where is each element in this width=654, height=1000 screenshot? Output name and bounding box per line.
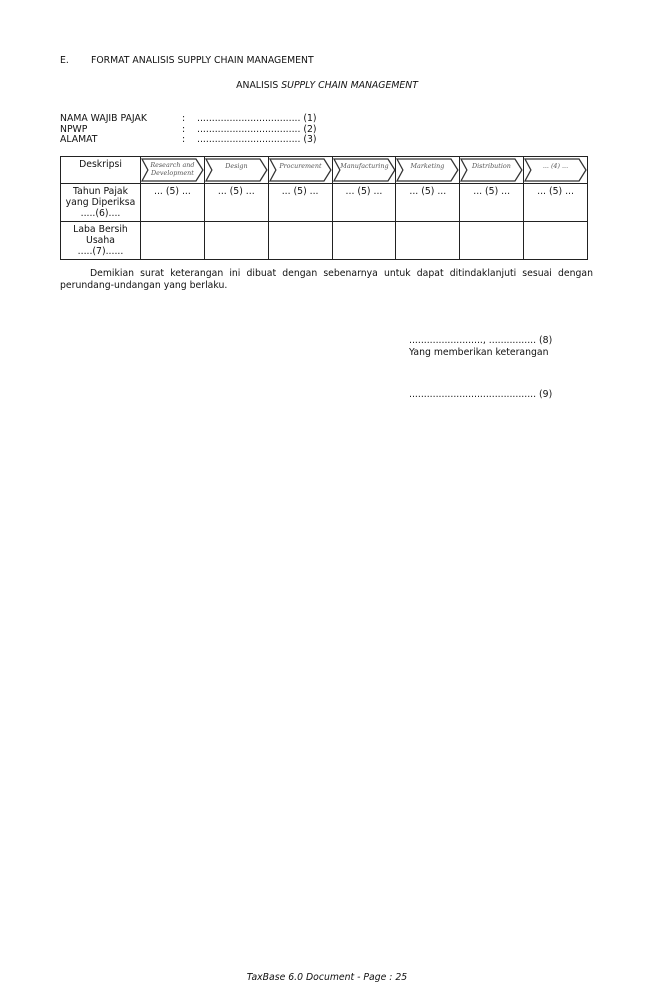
stage-cell: Manufacturing <box>331 156 397 184</box>
field-value: ................................... (2) <box>197 123 317 135</box>
table-cell <box>140 221 205 260</box>
table-cell: ... (5) ... <box>395 183 461 222</box>
stage-cell: Research and Development <box>140 156 205 184</box>
section-letter: E. <box>60 55 69 66</box>
signature-place-date: ........................., .............… <box>409 335 553 346</box>
stage-header-row: Deskripsi Research and Development Design P… <box>60 156 588 184</box>
section-title: FORMAT ANALISIS SUPPLY CHAIN MANAGEMENT <box>91 55 314 66</box>
field-sep: : <box>182 113 186 124</box>
corner-cell: Deskripsi <box>60 156 141 184</box>
table-cell: ... (5) ... <box>523 183 588 222</box>
table-cell: ... (5) ... <box>140 183 205 222</box>
table-cell: ... (5) ... <box>203 183 269 222</box>
field-label: NAMA WAJIB PAJAK <box>60 113 147 124</box>
stage-label: Research and <box>149 161 194 169</box>
stage-cell: Design <box>203 156 269 184</box>
chevron-shape <box>204 158 268 182</box>
row-label: Laba Bersih Usaha .....(7)...... <box>60 221 141 260</box>
row-label-line: Laba Bersih <box>73 224 128 235</box>
field-value: ................................... (3) <box>197 134 317 145</box>
signature-giver: Yang memberikan keterangan <box>409 347 549 358</box>
chevron-shape <box>460 158 523 182</box>
chevron-arrow-icon: Procurement <box>268 158 332 182</box>
stage-cell: Distribution <box>459 156 525 184</box>
stage-cell: ... (4) ... <box>523 156 588 184</box>
row-label-line: .....(6).... <box>80 208 121 219</box>
chevron-arrow-icon: Design <box>204 158 268 182</box>
table-cell: ... (5) ... <box>459 183 525 222</box>
stage-cell: Marketing <box>395 156 461 184</box>
stage-label: Marketing <box>410 162 445 170</box>
heading-italic: SUPPLY CHAIN MANAGEMENT <box>281 80 418 91</box>
row-label-line: Usaha <box>86 235 115 246</box>
chevron-arrow-icon: ... (4) ... <box>524 158 587 182</box>
field-sep: : <box>182 134 186 145</box>
chevron-shape <box>396 158 459 182</box>
table-cell <box>523 221 588 260</box>
chevron-shape <box>524 158 587 182</box>
chevron-arrow-icon: Distribution <box>460 158 523 182</box>
page-footer: TaxBase 6.0 Document - Page : 25 <box>246 972 408 983</box>
stage-label: Design <box>224 162 247 170</box>
field-sep: : <box>182 123 186 135</box>
stage-label: Distribution <box>471 162 511 170</box>
chevron-shape <box>332 158 396 182</box>
row-label-line: Tahun Pajak <box>72 186 129 197</box>
stage-label: Procurement <box>278 162 322 170</box>
row-label-line: .....(7)...... <box>77 246 124 257</box>
supply-chain-table: Deskripsi Research and Development Design P… <box>60 156 588 260</box>
chevron-shape <box>141 158 204 182</box>
table-cell: ... (5) ... <box>331 183 397 222</box>
row-label-line: yang Diperiksa <box>65 197 136 208</box>
field-label: ALAMAT <box>60 134 98 145</box>
table-cell <box>459 221 525 260</box>
signature-name: ........................................… <box>409 389 553 400</box>
document-heading: ANALISIS SUPPLY CHAIN MANAGEMENT <box>0 80 654 91</box>
stage-label: Manufacturing <box>339 162 388 170</box>
field-label: NPWP <box>60 123 88 135</box>
chevron-arrow-icon: Marketing <box>396 158 459 182</box>
closing-paragraph: Demikian surat keterangan ini dibuat den… <box>60 268 593 291</box>
chevron-arrow-icon: Manufacturing <box>332 158 396 182</box>
stage-cell: Procurement <box>267 156 333 184</box>
stage-label: ... (4) ... <box>543 162 568 170</box>
table-cell <box>203 221 269 260</box>
table-cell <box>267 221 333 260</box>
stage-label: Development <box>150 169 194 177</box>
field-value: ................................... (1) <box>197 113 317 124</box>
table-cell <box>331 221 397 260</box>
table-row: Tahun Pajak yang Diperiksa .....(6).......… <box>60 183 588 222</box>
row-label: Tahun Pajak yang Diperiksa .....(6).... <box>60 183 141 222</box>
table-cell: ... (5) ... <box>267 183 333 222</box>
table-row: Laba Bersih Usaha .....(7)...... <box>60 221 588 260</box>
chevron-shape <box>268 158 332 182</box>
heading-prefix: ANALISIS <box>236 80 282 91</box>
table-cell <box>395 221 461 260</box>
